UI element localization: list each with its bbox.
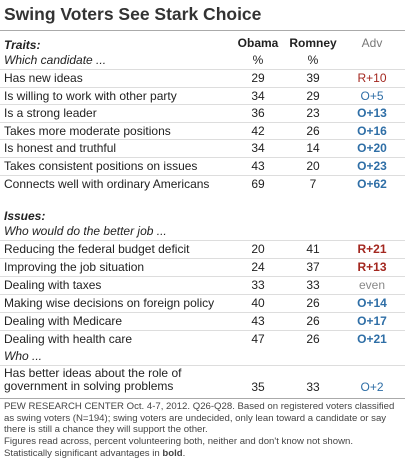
obama-value: 20 (251, 242, 265, 256)
unit: % (307, 53, 319, 67)
obama-value: 24 (251, 260, 265, 274)
row-separator (0, 276, 405, 277)
advantage: O+62 (357, 176, 387, 191)
advantage: O+17 (357, 314, 387, 328)
footer-note-text: Figures read across, percent volunteerin… (4, 436, 354, 459)
row-separator (0, 86, 405, 88)
romney-value: 7 (309, 176, 317, 191)
obama-value: 35 (251, 380, 265, 394)
row-separator (0, 69, 405, 70)
section-label: Issues: (4, 209, 46, 223)
row-label: Connects well with ordinary Americans (4, 176, 210, 191)
romney-value: 37 (306, 260, 320, 274)
row-label: Dealing with taxes (4, 278, 102, 292)
column-header: Obama (237, 36, 279, 50)
row-separator (0, 240, 405, 241)
row-label: Dealing with Medicare (4, 314, 123, 328)
row-label: Improving the job situation (4, 260, 145, 274)
row-label: Is a strong leader (4, 106, 97, 121)
row-separator (0, 121, 405, 123)
advantage: O+14 (357, 296, 387, 310)
obama-value: 69 (251, 176, 265, 191)
footer-source: PEW RESEARCH CENTER Oct. 4-7, 2012. Q26-… (4, 401, 395, 435)
row-separator (0, 104, 405, 106)
romney-value: 26 (306, 123, 320, 138)
row-label: Takes consistent positions on issues (4, 159, 198, 173)
row-separator (0, 294, 405, 295)
section-label: Traits: (4, 38, 41, 52)
romney-value: 14 (306, 141, 320, 156)
title-rule (0, 30, 405, 31)
romney-value: 41 (306, 242, 320, 256)
row-label: Has better ideas about the role of gover… (4, 366, 182, 393)
romney-value: 33 (306, 278, 320, 292)
advantage: O+5 (360, 88, 384, 103)
column-header: Romney (289, 36, 337, 50)
footer-end: . (182, 447, 186, 459)
unit: % (252, 53, 264, 67)
row-separator (0, 312, 405, 313)
section-sublabel: Which candidate ... (4, 53, 107, 67)
row-label: Takes more moderate positions (4, 123, 171, 138)
advantage: O+13 (357, 106, 387, 121)
column-header: Adv (361, 36, 383, 50)
row-separator (0, 174, 405, 176)
row-label: Has new ideas (4, 71, 83, 85)
row-separator (0, 157, 405, 158)
romney-value: 33 (306, 380, 320, 394)
obama-value: 40 (251, 296, 265, 310)
romney-value: 39 (306, 71, 320, 85)
obama-value: 34 (251, 88, 265, 103)
advantage: O+21 (357, 332, 387, 346)
row-label: Reducing the federal budget deficit (4, 242, 190, 256)
advantage: R+13 (357, 260, 387, 274)
row-label: Is willing to work with other party (4, 88, 177, 103)
section-sublabel: Who ... (4, 349, 43, 363)
footer-note: Figures read across, percent volunteerin… (4, 436, 402, 459)
footer-rule (0, 398, 405, 399)
advantage: R+10 (357, 71, 387, 85)
advantage: O+20 (357, 141, 387, 156)
footer-bold: bold (162, 447, 183, 459)
section-sublabel: Who would do the better job ... (4, 224, 167, 238)
obama-value: 42 (251, 123, 265, 138)
obama-value: 43 (251, 314, 265, 328)
romney-value: 20 (306, 159, 320, 173)
row-label: Making wise decisions on foreign policy (4, 296, 215, 310)
obama-value: 47 (251, 332, 265, 346)
title: Swing Voters See Stark Choice (4, 4, 262, 24)
romney-value: 23 (306, 106, 320, 121)
romney-value: 26 (306, 296, 320, 310)
romney-value: 26 (306, 314, 320, 328)
advantage: even (358, 278, 386, 292)
row-label: Is honest and truthful (4, 141, 117, 156)
row-separator (0, 258, 405, 259)
romney-value: 26 (306, 332, 320, 346)
obama-value: 33 (251, 278, 265, 292)
row-label: Dealing with health care (4, 332, 133, 346)
romney-value: 29 (306, 88, 320, 103)
advantage: R+21 (357, 242, 387, 256)
obama-value: 34 (251, 141, 265, 156)
row-separator (0, 365, 405, 366)
obama-value: 36 (251, 106, 265, 121)
row-separator (0, 330, 405, 331)
row-separator (0, 139, 405, 141)
obama-value: 43 (251, 159, 265, 173)
advantage: O+16 (357, 123, 387, 138)
obama-value: 29 (251, 71, 265, 85)
advantage: O+2 (360, 380, 384, 394)
advantage: O+23 (357, 159, 387, 173)
